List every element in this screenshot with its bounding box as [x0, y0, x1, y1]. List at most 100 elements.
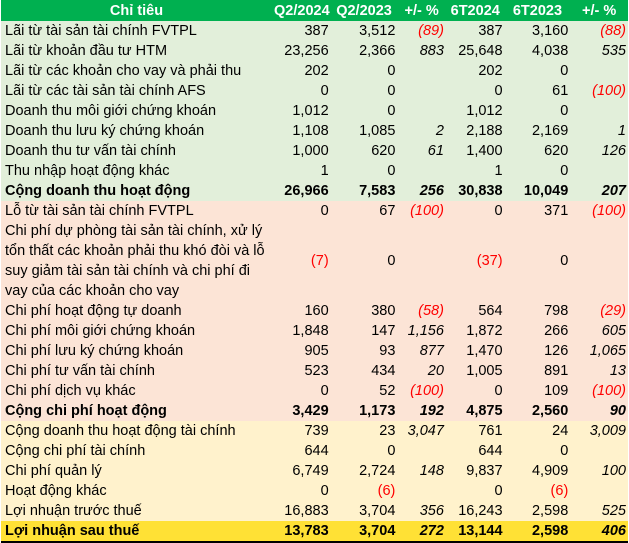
cell-q2-2023: 0	[330, 161, 398, 181]
cell-q2-2024: 0	[272, 481, 331, 501]
cell-q2-2023: 67	[330, 201, 398, 221]
cell-6t2023: 109	[504, 381, 571, 401]
cell-6t2023: 0	[504, 161, 571, 181]
cell-6t2024: 202	[445, 61, 505, 81]
cell-q2-2024: 1,848	[272, 321, 331, 341]
table-row: Chi phí hoạt động tự doanh 160 380 (58) 564 7…	[1, 301, 628, 321]
cell-q2-2024: 0	[272, 381, 331, 401]
cell-6t2023: 3,160	[504, 21, 571, 41]
cell-q2-2024: 0	[272, 81, 331, 101]
cell-q2-2024: 0	[272, 201, 331, 221]
cell-6t-change: 1	[570, 121, 628, 141]
row-label: Chi phí lưu ký chứng khoán	[1, 341, 273, 361]
cell-q2-2024: 13,783	[272, 521, 331, 542]
cell-q2-change: 272	[397, 521, 446, 542]
table-row: Chi phí tư vấn tài chính 523 434 20 1,005 891…	[1, 361, 628, 381]
header-q2-change: +/- %	[397, 0, 446, 21]
cell-q2-change: 877	[397, 341, 446, 361]
cell-6t-change: 90	[570, 401, 628, 421]
cell-q2-2024: 202	[272, 61, 331, 81]
cell-6t2023: 0	[504, 101, 571, 121]
cell-6t2024: (37)	[445, 221, 505, 301]
cell-6t-change: (100)	[570, 201, 628, 221]
cell-q2-change: 2	[397, 121, 446, 141]
cell-6t-change	[570, 441, 628, 461]
cell-q2-2024: 16,883	[272, 501, 331, 521]
cell-q2-2024: 644	[272, 441, 331, 461]
cell-6t2023: 0	[504, 221, 571, 301]
cell-6t-change: 100	[570, 461, 628, 481]
total-row: Cộng chi phí hoạt động 3,429 1,173 192 4,875…	[1, 401, 628, 421]
row-label: Lợi nhuận sau thuế	[1, 521, 273, 542]
cell-q2-change: 148	[397, 461, 446, 481]
cell-q2-change: 192	[397, 401, 446, 421]
table-row: Lãi từ các khoản cho vay và phải thu 202 0…	[1, 61, 628, 81]
table-row: Lãi từ các tài sản tài chính AFS 0 0 0 61 (10…	[1, 81, 628, 101]
cell-q2-change	[397, 81, 446, 101]
cell-6t-change: 3,009	[570, 421, 628, 441]
row-label: Lỗ từ tài sản tài chính FVTPL	[1, 201, 273, 221]
table-row: Chi phí quản lý 6,749 2,724 148 9,837 4,909 10…	[1, 461, 628, 481]
cell-q2-2023: 3,512	[330, 21, 398, 41]
cell-q2-2023: 3,704	[330, 501, 398, 521]
cell-6t-change: 525	[570, 501, 628, 521]
cell-q2-change: 256	[397, 181, 446, 201]
table-row: Thu nhập hoạt động khác 1 0 1 0	[1, 161, 628, 181]
cell-q2-2024: 23,256	[272, 41, 331, 61]
cell-6t2024: 387	[445, 21, 505, 41]
header-q2-2023: Q2/2023	[330, 0, 398, 21]
table-row: Doanh thu lưu ký chứng khoán 1,108 1,085 2 2…	[1, 121, 628, 141]
cell-q2-2024: 160	[272, 301, 331, 321]
row-label: Doanh thu môi giới chứng khoán	[1, 101, 273, 121]
row-label: Chi phí quản lý	[1, 461, 273, 481]
cell-6t2023: (6)	[504, 481, 571, 501]
cell-q2-2024: 905	[272, 341, 331, 361]
row-label: Lãi từ các khoản cho vay và phải thu	[1, 61, 273, 81]
cell-q2-change: (100)	[397, 201, 446, 221]
row-label: Lãi từ tài sản tài chính FVTPL	[1, 21, 273, 41]
cell-6t2023: 2,560	[504, 401, 571, 421]
table-row: Doanh thu tư vấn tài chính 1,000 620 61 1,40…	[1, 141, 628, 161]
cell-q2-change: 1,156	[397, 321, 446, 341]
row-label: Chi phí dịch vụ khác	[1, 381, 273, 401]
row-label: Cộng chi phí hoạt động	[1, 401, 273, 421]
cell-q2-2023: 0	[330, 441, 398, 461]
cell-6t-change	[570, 161, 628, 181]
table-row: Lãi từ khoản đầu tư HTM 23,256 2,366 883 25,…	[1, 41, 628, 61]
cell-q2-2024: (7)	[272, 221, 331, 301]
header-indicator: Chỉ tiêu	[1, 0, 273, 21]
cell-q2-2024: 26,966	[272, 181, 331, 201]
cell-q2-2024: 1,000	[272, 141, 331, 161]
table-row: Lãi từ tài sản tài chính FVTPL 387 3,512 (8…	[1, 21, 628, 41]
cell-q2-change	[397, 441, 446, 461]
row-label: Lợi nhuận trước thuế	[1, 501, 273, 521]
total-row: Lợi nhuận sau thuế 13,783 3,704 272 13,144 2,…	[1, 521, 628, 542]
cell-q2-2024: 739	[272, 421, 331, 441]
table-row: Chi phí dịch vụ khác 0 52 (100) 0 109 (100)	[1, 381, 628, 401]
cell-6t2024: 1,470	[445, 341, 505, 361]
cell-q2-change: 883	[397, 41, 446, 61]
cell-q2-2024: 1	[272, 161, 331, 181]
cell-6t-change	[570, 61, 628, 81]
cell-6t2024: 16,243	[445, 501, 505, 521]
row-label: Chi phí hoạt động tự doanh	[1, 301, 273, 321]
cell-6t2023: 0	[504, 61, 571, 81]
cell-6t-change: (100)	[570, 81, 628, 101]
cell-6t2023: 10,049	[504, 181, 571, 201]
total-row: Cộng doanh thu hoạt động 26,966 7,583 256 30…	[1, 181, 628, 201]
cell-q2-2024: 387	[272, 21, 331, 41]
cell-q2-change: 3,047	[397, 421, 446, 441]
cell-q2-change	[397, 101, 446, 121]
cell-6t2024: 25,648	[445, 41, 505, 61]
table-row: Doanh thu môi giới chứng khoán 1,012 0 1,01…	[1, 101, 628, 121]
table-row: Chi phí môi giới chứng khoán 1,848 147 1,15…	[1, 321, 628, 341]
cell-6t2024: 30,838	[445, 181, 505, 201]
cell-6t2023: 24	[504, 421, 571, 441]
cell-q2-2023: 1,173	[330, 401, 398, 421]
cell-6t2023: 266	[504, 321, 571, 341]
cell-q2-2024: 1,012	[272, 101, 331, 121]
cell-q2-2023: 0	[330, 101, 398, 121]
cell-q2-2024: 1,108	[272, 121, 331, 141]
cell-q2-2023: 2,724	[330, 461, 398, 481]
cell-6t2023: 4,909	[504, 461, 571, 481]
